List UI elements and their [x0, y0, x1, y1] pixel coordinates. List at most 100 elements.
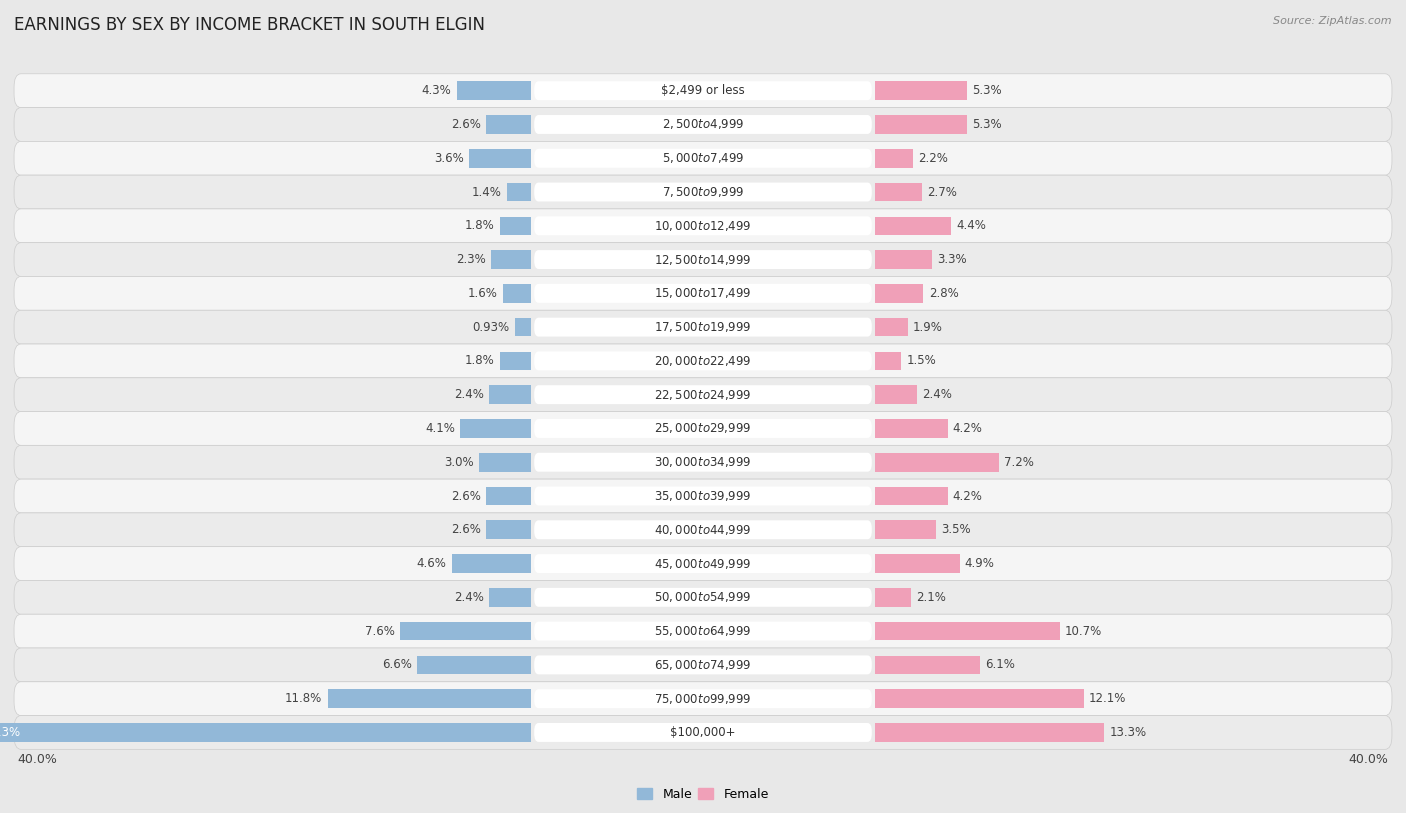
- Bar: [875, 385, 917, 404]
- FancyBboxPatch shape: [14, 107, 1392, 141]
- FancyBboxPatch shape: [534, 351, 872, 371]
- Text: 2.4%: 2.4%: [454, 388, 484, 401]
- Text: 40.0%: 40.0%: [1348, 754, 1389, 767]
- Text: 6.6%: 6.6%: [382, 659, 412, 672]
- FancyBboxPatch shape: [14, 479, 1392, 513]
- FancyBboxPatch shape: [534, 689, 872, 708]
- Text: 32.3%: 32.3%: [0, 726, 20, 739]
- FancyBboxPatch shape: [534, 419, 872, 438]
- Text: 0.93%: 0.93%: [472, 320, 509, 333]
- Bar: [875, 149, 912, 167]
- FancyBboxPatch shape: [14, 682, 1392, 715]
- Bar: [451, 554, 531, 573]
- Bar: [875, 183, 922, 202]
- Text: 12.1%: 12.1%: [1088, 692, 1126, 705]
- Bar: [399, 622, 531, 641]
- Text: 13.3%: 13.3%: [1109, 726, 1147, 739]
- Text: 6.1%: 6.1%: [986, 659, 1015, 672]
- FancyBboxPatch shape: [534, 588, 872, 606]
- Bar: [328, 689, 531, 708]
- Bar: [506, 183, 531, 202]
- Text: 5.3%: 5.3%: [972, 85, 1001, 98]
- Text: 4.4%: 4.4%: [956, 220, 986, 233]
- Text: 2.3%: 2.3%: [456, 253, 486, 266]
- Text: 2.4%: 2.4%: [922, 388, 952, 401]
- FancyBboxPatch shape: [534, 486, 872, 506]
- Text: 2.6%: 2.6%: [451, 524, 481, 537]
- Text: 3.0%: 3.0%: [444, 456, 474, 469]
- Text: $40,000 to $44,999: $40,000 to $44,999: [654, 523, 752, 537]
- FancyBboxPatch shape: [534, 284, 872, 302]
- FancyBboxPatch shape: [14, 546, 1392, 580]
- Text: 1.6%: 1.6%: [468, 287, 498, 300]
- FancyBboxPatch shape: [534, 183, 872, 202]
- FancyBboxPatch shape: [14, 311, 1392, 344]
- Bar: [515, 318, 531, 337]
- Bar: [875, 284, 924, 302]
- FancyBboxPatch shape: [14, 411, 1392, 446]
- FancyBboxPatch shape: [14, 446, 1392, 479]
- FancyBboxPatch shape: [14, 74, 1392, 107]
- Bar: [875, 81, 966, 100]
- Text: 4.2%: 4.2%: [953, 489, 983, 502]
- Text: 2.6%: 2.6%: [451, 118, 481, 131]
- FancyBboxPatch shape: [14, 513, 1392, 546]
- Text: $7,500 to $9,999: $7,500 to $9,999: [662, 185, 744, 199]
- FancyBboxPatch shape: [14, 378, 1392, 411]
- Bar: [486, 520, 531, 539]
- Text: $25,000 to $29,999: $25,000 to $29,999: [654, 421, 752, 436]
- Text: 2.2%: 2.2%: [918, 152, 948, 165]
- Text: $45,000 to $49,999: $45,000 to $49,999: [654, 557, 752, 571]
- Text: 2.4%: 2.4%: [454, 591, 484, 604]
- Text: 1.8%: 1.8%: [465, 354, 495, 367]
- Text: 2.8%: 2.8%: [928, 287, 959, 300]
- Text: 3.5%: 3.5%: [941, 524, 970, 537]
- FancyBboxPatch shape: [534, 81, 872, 100]
- Bar: [503, 284, 531, 302]
- Bar: [468, 149, 531, 167]
- Bar: [875, 216, 950, 235]
- FancyBboxPatch shape: [14, 715, 1392, 750]
- Text: $17,500 to $19,999: $17,500 to $19,999: [654, 320, 752, 334]
- Text: 3.6%: 3.6%: [434, 152, 464, 165]
- Bar: [486, 115, 531, 134]
- Text: 1.8%: 1.8%: [465, 220, 495, 233]
- Text: 1.9%: 1.9%: [912, 320, 943, 333]
- Bar: [489, 385, 531, 404]
- FancyBboxPatch shape: [534, 723, 872, 742]
- FancyBboxPatch shape: [534, 453, 872, 472]
- Text: $10,000 to $12,499: $10,000 to $12,499: [654, 219, 752, 233]
- FancyBboxPatch shape: [14, 615, 1392, 648]
- FancyBboxPatch shape: [534, 520, 872, 539]
- FancyBboxPatch shape: [534, 318, 872, 337]
- Bar: [486, 487, 531, 506]
- Bar: [479, 453, 531, 472]
- FancyBboxPatch shape: [14, 175, 1392, 209]
- FancyBboxPatch shape: [14, 648, 1392, 682]
- Text: 11.8%: 11.8%: [285, 692, 322, 705]
- Text: $55,000 to $64,999: $55,000 to $64,999: [654, 624, 752, 638]
- Text: 4.9%: 4.9%: [965, 557, 994, 570]
- Bar: [499, 216, 531, 235]
- Text: $35,000 to $39,999: $35,000 to $39,999: [654, 489, 752, 503]
- FancyBboxPatch shape: [14, 243, 1392, 276]
- Text: 7.6%: 7.6%: [364, 624, 395, 637]
- FancyBboxPatch shape: [534, 149, 872, 167]
- Text: $20,000 to $22,499: $20,000 to $22,499: [654, 354, 752, 368]
- Text: $5,000 to $7,499: $5,000 to $7,499: [662, 151, 744, 165]
- Bar: [875, 318, 908, 337]
- Text: $12,500 to $14,999: $12,500 to $14,999: [654, 253, 752, 267]
- Text: $2,499 or less: $2,499 or less: [661, 85, 745, 98]
- Text: $30,000 to $34,999: $30,000 to $34,999: [654, 455, 752, 469]
- Legend: Male, Female: Male, Female: [633, 783, 773, 806]
- Bar: [460, 420, 531, 437]
- Bar: [457, 81, 531, 100]
- FancyBboxPatch shape: [14, 344, 1392, 378]
- Bar: [875, 453, 1000, 472]
- FancyBboxPatch shape: [534, 115, 872, 134]
- Bar: [489, 588, 531, 606]
- Text: 2.6%: 2.6%: [451, 489, 481, 502]
- FancyBboxPatch shape: [534, 622, 872, 641]
- Text: $75,000 to $99,999: $75,000 to $99,999: [654, 692, 752, 706]
- Text: 40.0%: 40.0%: [17, 754, 58, 767]
